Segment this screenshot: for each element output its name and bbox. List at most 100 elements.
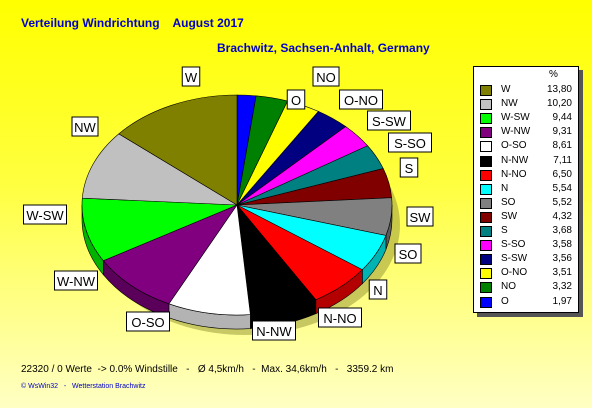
legend-label: O-SO: [501, 140, 527, 152]
slice-label-n: N: [368, 279, 388, 300]
slice-label-so: SO: [394, 243, 422, 264]
legend-swatch: [480, 141, 492, 153]
svg-text:O: O: [291, 93, 301, 108]
legend-value: 3,51: [552, 267, 572, 279]
legend-swatch: [480, 99, 492, 111]
slice-label-w-nw: W-NW: [54, 270, 98, 291]
svg-text:N-NW: N-NW: [256, 324, 292, 339]
slice-label-o: O: [286, 89, 306, 110]
legend-item-nw: NW 10,20: [480, 97, 576, 111]
svg-text:SW: SW: [410, 210, 432, 225]
legend-swatch: [480, 85, 492, 96]
legend-item-w-nw: W-NW 9,31: [480, 125, 576, 139]
legend-value: 3,68: [552, 225, 572, 236]
legend-value: 3,58: [552, 239, 572, 251]
legend-value: 9,31: [552, 126, 572, 138]
slice-label-w-sw: W-SW: [23, 204, 67, 225]
svg-text:W: W: [185, 70, 198, 85]
pie-slice-o-so: [168, 204, 251, 316]
legend-value: 4,32: [552, 210, 572, 222]
legend-label: N-NO: [501, 168, 527, 180]
legend-value: 3,32: [552, 281, 572, 293]
slice-label-nw: NW: [71, 116, 99, 137]
legend-swatch: [480, 155, 492, 167]
credit-footer: © WsWin32 - Wetterstation Brachwitz: [21, 383, 146, 390]
legend-label: NO: [501, 281, 516, 293]
legend-swatch: [480, 211, 492, 223]
legend-label: SO: [501, 196, 516, 208]
legend-label: O-NO: [501, 267, 528, 279]
legend-value: 9,44: [552, 112, 572, 124]
legend-swatch: [480, 127, 492, 139]
svg-text:W-SW: W-SW: [26, 208, 64, 223]
legend-item-n-no: N-NO 6,50: [480, 168, 576, 182]
legend-item-s: S 3,68: [480, 224, 576, 238]
legend-label: S: [501, 225, 508, 236]
legend-item-n: N 5,54: [480, 182, 576, 196]
pie-slice-w: [118, 94, 238, 206]
svg-text:W-NW: W-NW: [57, 274, 96, 289]
slice-label-w: W: [181, 66, 201, 87]
slice-label-n-no: N-NO: [318, 307, 362, 328]
slice-label-s: S: [399, 157, 419, 178]
svg-text:SO: SO: [399, 247, 418, 262]
legend-label: O: [501, 295, 509, 307]
pie-slice-w-sw: [81, 197, 238, 262]
legend-label: SW: [501, 210, 518, 222]
legend-label: S-SO: [501, 239, 526, 251]
legend-label: W-NW: [501, 126, 531, 138]
legend-item-no: NO 3,32: [480, 280, 576, 294]
legend-value: 7,11: [553, 154, 572, 166]
pie-slice-nw: [81, 133, 238, 206]
legend-label: N: [501, 182, 509, 194]
legend-unit: %: [549, 69, 558, 80]
legend-value: 10,20: [546, 98, 572, 110]
chart-title: Verteilung Windrichtung August 2017: [21, 16, 244, 30]
legend-item-w: W 13,80: [480, 83, 576, 97]
slice-label-o-so: O-SO: [126, 311, 170, 332]
legend-swatch: [480, 113, 492, 125]
slice-label-s-so: S-SO: [388, 132, 432, 153]
svg-text:NW: NW: [74, 120, 96, 135]
svg-text:S-SO: S-SO: [394, 136, 426, 151]
legend-value: 6,50: [552, 168, 572, 180]
svg-text:S: S: [405, 161, 414, 176]
legend-item-sw: SW 4,32: [480, 210, 576, 224]
legend-value: 1,97: [552, 295, 572, 307]
legend-label: NW: [501, 98, 518, 110]
legend-label: W: [501, 84, 511, 95]
legend-item-n-nw: N-NW 7,11: [480, 154, 576, 168]
svg-text:S-SW: S-SW: [372, 114, 407, 129]
slice-label-o-no: O-NO: [339, 89, 383, 110]
legend-item-o-so: O-SO 8,61: [480, 139, 576, 153]
svg-text:O-NO: O-NO: [344, 93, 378, 108]
legend-label: N-NW: [501, 154, 529, 166]
stats-footer: 22320 / 0 Werte -> 0.0% Windstille - Ø 4…: [21, 364, 394, 375]
legend-item-s-so: S-SO 3,58: [480, 238, 576, 252]
pie-slice-w-nw: [102, 204, 238, 305]
slice-label-s-sw: S-SW: [367, 110, 411, 131]
legend-item-s-sw: S-SW 3,56: [480, 252, 576, 266]
legend-item-o: O 1,97: [480, 295, 576, 309]
chart-location: Brachwitz, Sachsen-Anhalt, Germany: [217, 41, 430, 55]
legend-value: 13,80: [546, 84, 572, 95]
legend-swatch: [480, 254, 492, 266]
svg-text:O-SO: O-SO: [131, 315, 164, 330]
svg-text:N-NO: N-NO: [323, 311, 356, 326]
slice-label-n-nw: N-NW: [252, 320, 296, 341]
legend-swatch: [480, 268, 492, 280]
legend-value: 5,52: [552, 196, 572, 208]
legend-item-so: SO 5,52: [480, 196, 576, 210]
slice-label-sw: SW: [406, 206, 434, 227]
legend-swatch: [480, 282, 492, 294]
legend-value: 3,56: [552, 253, 572, 265]
legend-item-w-sw: W-SW 9,44: [480, 111, 576, 125]
legend-item-o-no: O-NO 3,51: [480, 266, 576, 280]
legend-label: S-SW: [501, 253, 528, 265]
chart-legend: % W 13,80 NW 10,20 W-SW 9,44 W-NW 9,31 O-SO 8,61 N…: [473, 66, 579, 313]
svg-text:N: N: [373, 283, 382, 298]
legend-label: W-SW: [501, 112, 530, 124]
legend-swatch: [480, 240, 492, 252]
